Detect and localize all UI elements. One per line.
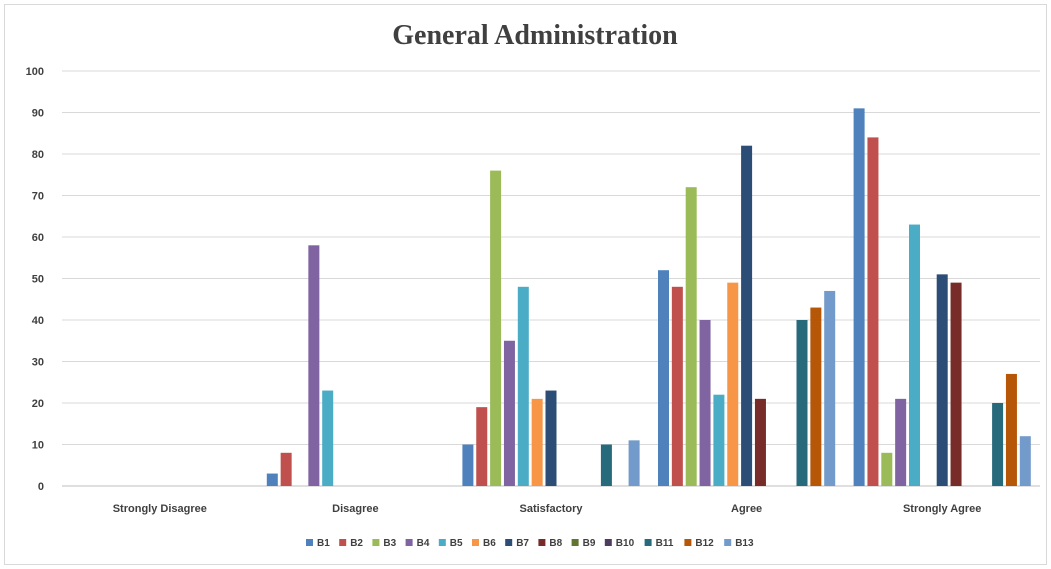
bar-b8 (950, 282, 962, 486)
legend-swatch-b9 (571, 539, 579, 546)
legend-label: B9 (583, 538, 596, 549)
y-axis-ticks: 0 10 20 30 40 50 60 70 80 90 100 (26, 66, 44, 493)
legend-swatch-b3 (372, 539, 380, 546)
y-tick-label: 10 (32, 440, 44, 452)
bar-b3 (490, 170, 502, 486)
bar-b1 (266, 473, 278, 486)
bar-b2 (476, 407, 488, 486)
bar-b6 (727, 282, 739, 486)
legend-label: B13 (735, 538, 754, 549)
legend-swatch-b1 (306, 539, 313, 546)
bar-b2 (671, 286, 683, 486)
chart-title: General Administration (392, 20, 678, 51)
bar-b5 (517, 286, 529, 486)
y-tick-label: 0 (38, 481, 44, 493)
x-axis-categories: Strongly Disagree Disagree Satisfactory Agr… (113, 503, 982, 515)
bar-b2 (280, 452, 292, 486)
bar-b7 (936, 274, 948, 486)
bar-b3 (685, 187, 697, 486)
bar-b4 (699, 320, 711, 486)
bar-b7 (545, 390, 557, 486)
legend-swatch-b7 (505, 539, 513, 546)
bar-b4 (503, 340, 515, 486)
bar-b6 (531, 398, 543, 486)
bars (266, 108, 1031, 487)
bar-b4 (308, 245, 320, 486)
x-category-label: Strongly Agree (903, 503, 981, 515)
legend-swatch-b6 (472, 539, 479, 546)
bar-b1 (658, 270, 669, 486)
legend: B1 B2 B3 B4 B5 B6 B7 B8 B9 B10 B11 B12 B13 (306, 538, 754, 549)
x-category-label: Agree (731, 503, 762, 515)
legend-label: B4 (417, 538, 430, 549)
legend-swatch-b8 (538, 539, 546, 546)
x-category-label: Satisfactory (520, 503, 584, 515)
bar-b12 (1005, 373, 1017, 486)
legend-label: B7 (516, 538, 529, 549)
y-tick-label: 90 (32, 108, 44, 120)
bar-b13 (1019, 436, 1031, 486)
x-category-label: Strongly Disagree (113, 503, 207, 515)
y-tick-label: 40 (32, 315, 44, 327)
legend-swatch-b10 (604, 539, 612, 546)
bar-b5 (909, 224, 920, 487)
y-tick-label: 70 (32, 191, 44, 203)
legend-label: B12 (695, 538, 714, 549)
y-tick-label: 80 (32, 149, 44, 161)
legend-label: B5 (450, 538, 463, 549)
y-tick-label: 50 (32, 274, 44, 286)
bar-b13 (824, 290, 836, 486)
legend-label: B10 (616, 538, 635, 549)
y-tick-label: 30 (32, 357, 44, 369)
bar-b1 (853, 108, 865, 486)
bar-b5 (322, 390, 334, 486)
bar-b11 (992, 403, 1004, 486)
y-tick-label: 20 (32, 398, 44, 410)
bar-b3 (881, 452, 893, 486)
bar-b11 (600, 444, 612, 486)
bar-b4 (895, 398, 907, 486)
legend-label: B1 (317, 538, 330, 549)
bar-b5 (713, 394, 725, 486)
x-category-label: Disagree (332, 503, 378, 515)
bar-b12 (810, 307, 822, 486)
bar-b2 (867, 137, 879, 486)
legend-label: B8 (549, 538, 562, 549)
bar-b7 (741, 145, 753, 486)
bar-b8 (754, 398, 766, 486)
bar-b1 (462, 444, 474, 486)
legend-swatch-b5 (438, 539, 446, 546)
y-tick-label: 100 (26, 66, 44, 78)
bar-b13 (628, 440, 640, 486)
y-tick-label: 60 (32, 232, 44, 244)
legend-swatch-b4 (405, 539, 413, 546)
legend-label: B11 (656, 538, 674, 549)
legend-label: B6 (483, 538, 496, 549)
legend-swatch-b2 (339, 539, 347, 546)
bar-b11 (796, 320, 808, 486)
legend-swatch-b11 (644, 539, 652, 546)
legend-label: B3 (383, 538, 396, 549)
legend-swatch-b13 (724, 539, 732, 546)
legend-label: B2 (350, 538, 363, 549)
legend-swatch-b12 (684, 539, 692, 546)
